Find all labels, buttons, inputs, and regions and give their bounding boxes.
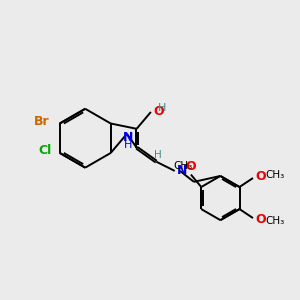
Text: CH₃: CH₃ xyxy=(266,216,285,226)
Text: N: N xyxy=(123,131,134,144)
Text: H: H xyxy=(124,140,133,150)
Text: O: O xyxy=(255,213,266,226)
Text: CH₃: CH₃ xyxy=(266,170,285,180)
Text: O: O xyxy=(153,105,164,118)
Text: H: H xyxy=(154,150,162,160)
Text: H: H xyxy=(158,103,166,113)
Text: Br: Br xyxy=(34,115,50,128)
Text: O: O xyxy=(185,160,196,173)
Text: N: N xyxy=(177,164,188,177)
Text: Cl: Cl xyxy=(38,144,52,157)
Text: CH₃: CH₃ xyxy=(173,161,192,171)
Text: O: O xyxy=(255,170,266,183)
